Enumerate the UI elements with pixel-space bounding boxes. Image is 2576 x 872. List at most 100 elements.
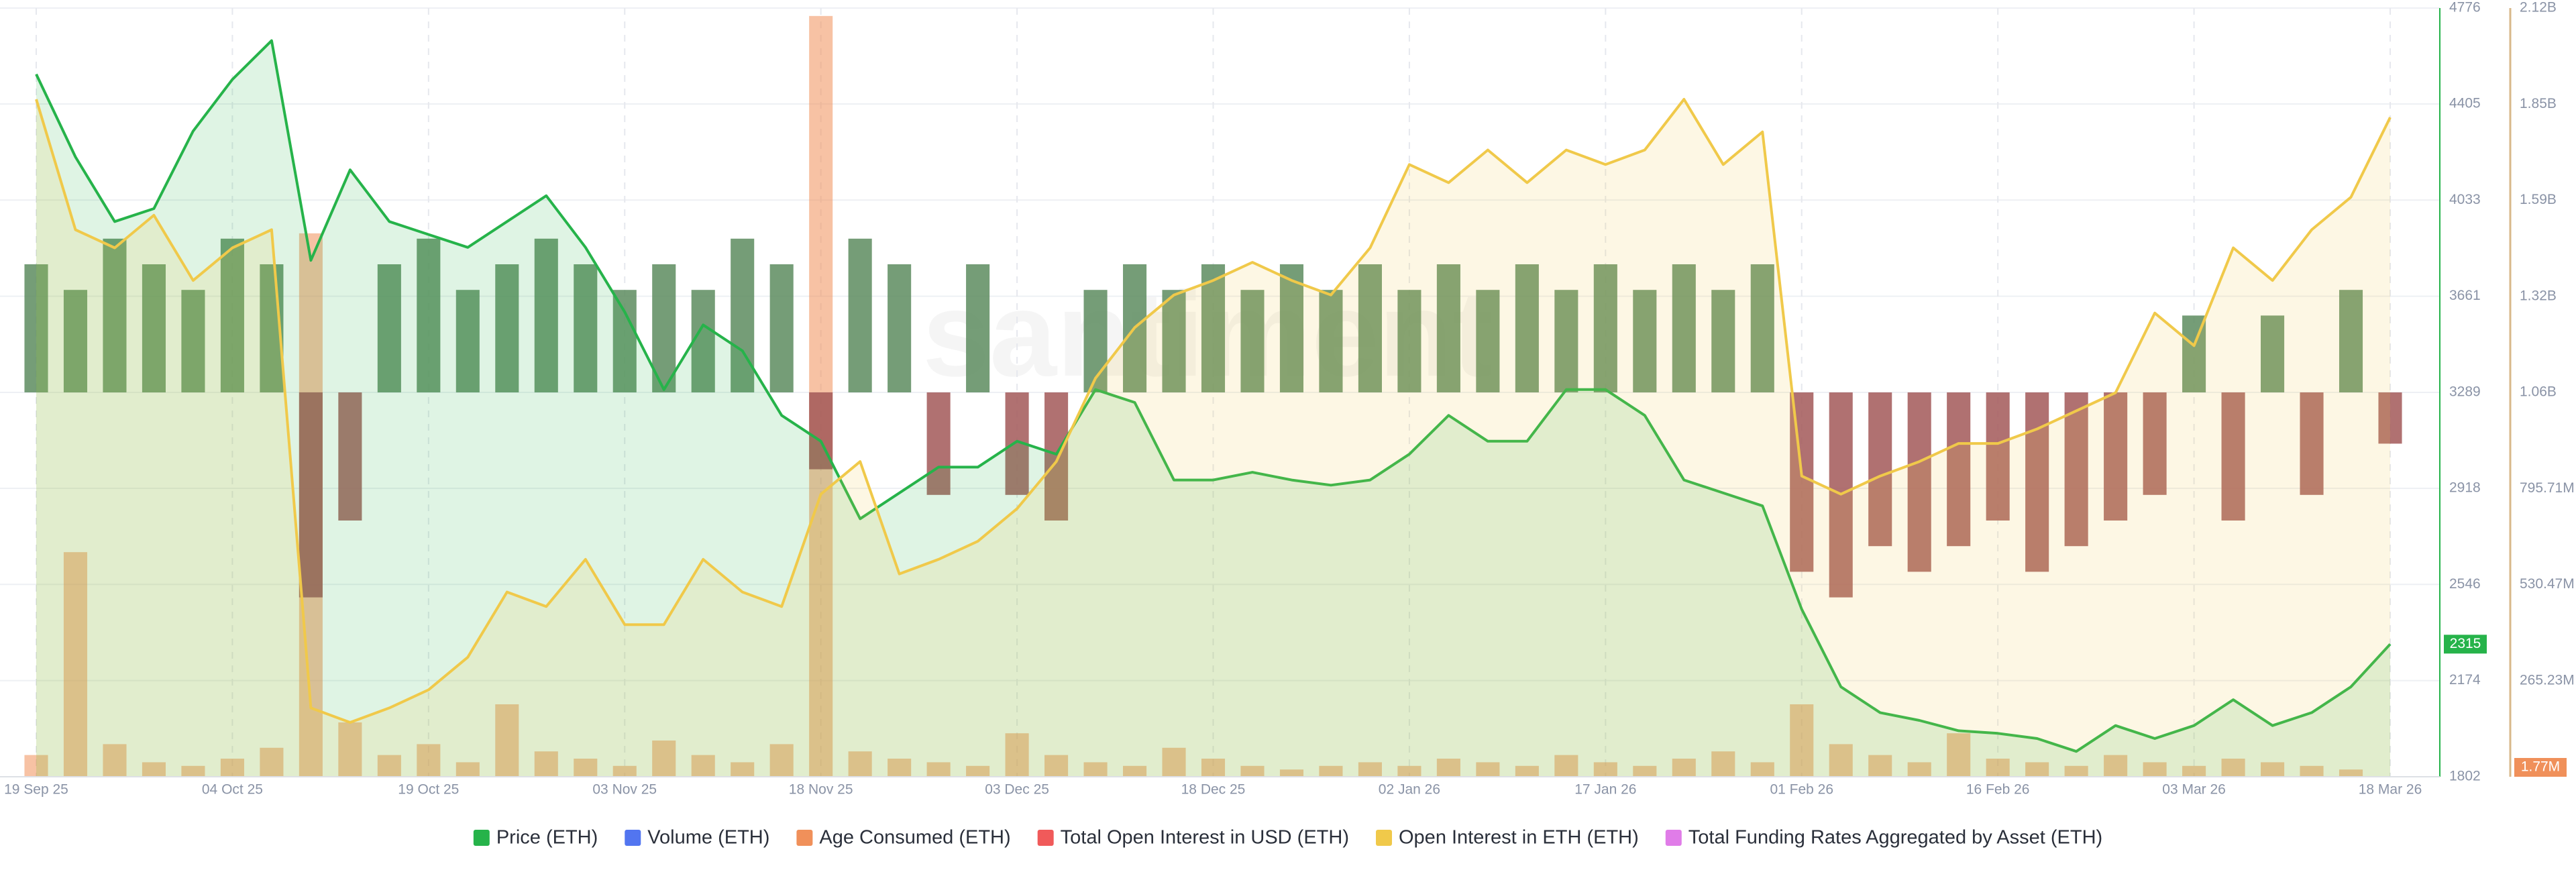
price-tag — [2444, 635, 2487, 654]
x-tick-label: 19 Sep 25 — [4, 782, 68, 798]
bar — [220, 238, 244, 392]
bar — [612, 290, 637, 392]
bar — [1476, 290, 1500, 392]
legend-swatch — [1037, 830, 1054, 846]
bar — [181, 765, 205, 777]
legend-swatch — [473, 830, 490, 846]
bar — [1868, 392, 1892, 547]
bar — [888, 758, 912, 777]
bar — [220, 758, 244, 777]
y2-tick-label: 795.71M — [2520, 480, 2575, 496]
bar — [888, 264, 912, 392]
bar — [1947, 392, 1971, 547]
bar — [1436, 264, 1460, 392]
bar — [24, 755, 48, 777]
x-tick-label: 19 Oct 25 — [398, 782, 459, 798]
bar — [1750, 264, 1774, 392]
y2-tick-label: 530.47M — [2520, 576, 2575, 592]
bar — [142, 762, 166, 777]
bar — [1711, 751, 1735, 777]
bar — [142, 264, 166, 392]
bar — [848, 751, 872, 777]
bar — [2143, 762, 2167, 777]
bar — [1790, 704, 1814, 777]
x-tick-label: 01 Feb 26 — [1770, 782, 1833, 798]
bar — [1515, 264, 1539, 392]
bar — [731, 238, 755, 392]
bar — [574, 758, 598, 777]
y2-tick-label: 1.32B — [2520, 288, 2557, 303]
bar — [1633, 765, 1657, 777]
x-tick-label: 04 Oct 25 — [202, 782, 263, 798]
bar — [455, 762, 480, 777]
bar — [181, 290, 205, 392]
bar — [417, 238, 441, 392]
x-tick-label: 18 Mar 26 — [2359, 782, 2422, 798]
age-tag — [2514, 758, 2567, 777]
bar — [1397, 765, 1421, 777]
bar — [495, 704, 519, 777]
bar — [1476, 762, 1500, 777]
bar — [1711, 290, 1735, 392]
x-tick-label: 18 Nov 25 — [789, 782, 853, 798]
bar — [260, 747, 284, 777]
bar — [2025, 392, 2049, 572]
bar — [2064, 392, 2088, 547]
bar — [848, 238, 872, 392]
y-tick-label: 2174 — [2449, 672, 2481, 688]
legend-swatch — [625, 830, 641, 846]
bar — [2339, 290, 2363, 392]
y2-tick-label: 1.06B — [2520, 384, 2557, 400]
bar — [2104, 755, 2128, 777]
area — [36, 40, 2390, 777]
bar — [2221, 758, 2245, 777]
bar — [2025, 762, 2049, 777]
bar — [534, 751, 558, 777]
bar — [534, 238, 558, 392]
line — [35, 39, 2392, 753]
x-tick-label: 03 Dec 25 — [985, 782, 1049, 798]
bar — [1868, 755, 1892, 777]
price-tag-label: 2315 — [2450, 636, 2481, 651]
bar — [1515, 765, 1539, 777]
bar — [63, 552, 88, 777]
bar — [2104, 392, 2128, 521]
bar — [338, 722, 362, 777]
bar — [652, 264, 676, 392]
legend-swatch — [796, 830, 813, 846]
bar — [417, 744, 441, 777]
bar — [966, 765, 990, 777]
bar — [103, 238, 127, 392]
bar — [1201, 758, 1226, 777]
y-tick-label: 4776 — [2449, 0, 2481, 15]
bar — [2182, 765, 2206, 777]
bar — [1672, 264, 1696, 392]
bar — [1083, 290, 1108, 392]
bar — [1750, 762, 1774, 777]
legend-label: Total Open Interest in USD (ETH) — [1061, 827, 1349, 849]
bar — [455, 290, 480, 392]
bar — [2143, 392, 2167, 495]
bar — [1279, 264, 1304, 392]
y-tick-label: 2918 — [2449, 480, 2481, 496]
bar — [1044, 392, 1069, 521]
bar — [2300, 392, 2324, 495]
bar — [2261, 315, 2285, 392]
bar — [1633, 290, 1657, 392]
bar — [495, 264, 519, 392]
bar — [1593, 264, 1617, 392]
bar — [926, 762, 951, 777]
bar — [1397, 290, 1421, 392]
bar — [299, 392, 323, 598]
bar — [1947, 733, 1971, 777]
y-tick-label: 1802 — [2449, 769, 2481, 784]
bar — [1829, 744, 1853, 777]
y-tick-label: 4405 — [2449, 96, 2481, 111]
bar — [1358, 762, 1382, 777]
bar — [103, 744, 127, 777]
bar — [966, 264, 990, 392]
bar — [1907, 762, 1931, 777]
bar — [769, 744, 794, 777]
x-tick-label: 03 Nov 25 — [592, 782, 657, 798]
